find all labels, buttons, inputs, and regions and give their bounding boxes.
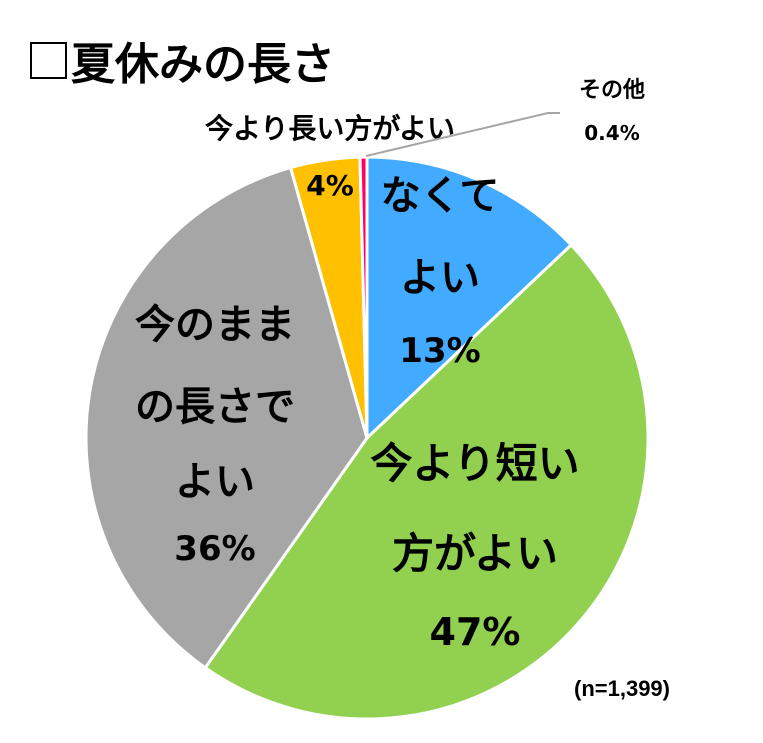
- pie-slice-2: [84, 165, 369, 670]
- pie-slice-4: [358, 155, 369, 439]
- slice-value-label: 36%: [174, 529, 255, 569]
- pie-slice-0: [365, 155, 574, 442]
- slice-label-line: その他: [579, 78, 645, 103]
- slice-value-label: 47%: [430, 610, 521, 654]
- chart-title: 夏休みの長さ: [30, 28, 335, 92]
- slice-label-line: よい: [175, 459, 255, 505]
- slice-label-line: 今のまま: [135, 302, 295, 348]
- slice-label-line: 今より長い方がよい: [205, 112, 455, 145]
- slice-label-line: の長さで: [135, 384, 295, 430]
- leader-line: [365, 112, 560, 157]
- chart-title-text: 夏休みの長さ: [71, 39, 335, 90]
- square-outline-icon: [30, 41, 67, 79]
- slice-label: なくてよい: [380, 173, 500, 301]
- slice-value-label: 13%: [399, 331, 480, 371]
- sample-size-label: (n=1,399): [574, 676, 670, 701]
- slice-label-line: 今より短い: [370, 439, 579, 488]
- slice-value-label: 4%: [306, 169, 354, 202]
- pie-slice-1: [203, 242, 650, 721]
- slice-label-line: 方がよい: [392, 529, 558, 578]
- slice-value-label: 0.4%: [584, 121, 639, 145]
